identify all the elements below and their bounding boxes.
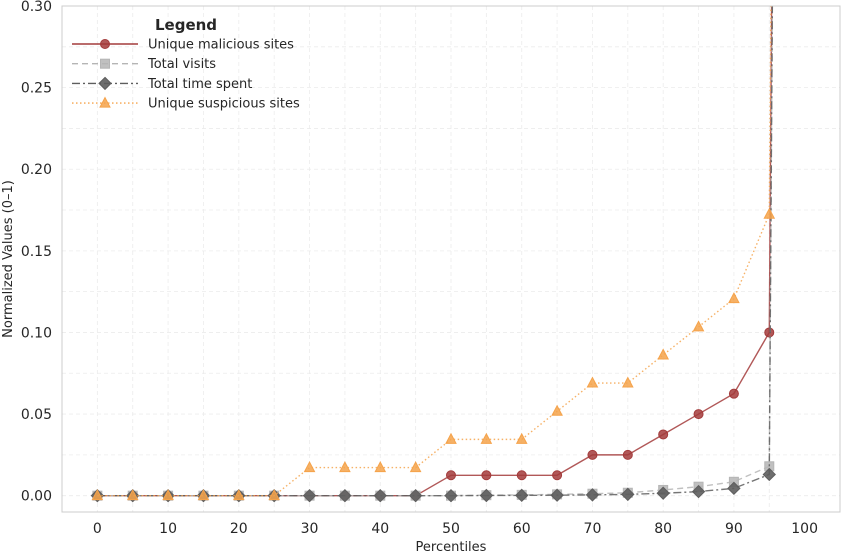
x-tick-label: 40 (371, 521, 389, 537)
series-line (97, 6, 774, 497)
legend-marker (100, 58, 110, 69)
legend-entry: Unique suspicious sites (72, 96, 300, 112)
x-tick-label: 80 (654, 521, 672, 537)
plot-frame (61, 5, 841, 513)
data-point (480, 432, 493, 444)
legend-label: Unique suspicious sites (148, 97, 300, 112)
grid (62, 5, 840, 512)
y-tick-label: 0.30 (21, 0, 52, 15)
data-point (446, 470, 456, 481)
y-tick-label: 0.25 (21, 81, 52, 97)
data-point (622, 449, 633, 460)
legend-entry: Total visits (72, 57, 216, 72)
series-line (97, 6, 773, 497)
data-point (445, 432, 457, 444)
data-point (302, 488, 317, 503)
data-point (409, 461, 422, 473)
data-point (373, 488, 387, 503)
x-tick-label: 30 (301, 521, 319, 537)
legend-marker (100, 39, 110, 49)
x-tick-label: 60 (513, 521, 531, 537)
x-tick-label: 10 (159, 521, 177, 537)
series-layer (90, 6, 776, 503)
data-point (479, 488, 494, 503)
series-1 (92, 6, 775, 501)
data-point (408, 488, 423, 503)
data-point (762, 467, 776, 482)
data-point (691, 484, 706, 499)
data-point (586, 376, 599, 388)
series-0 (92, 6, 775, 501)
x-tick-label: 90 (725, 521, 743, 537)
data-point (126, 489, 139, 501)
data-point (374, 461, 387, 473)
data-point (692, 320, 705, 332)
data-point (728, 388, 739, 399)
data-point (621, 487, 635, 502)
series-line (97, 6, 772, 497)
legend: Legend Unique malicious sites Total visit… (72, 16, 300, 112)
data-point (585, 488, 600, 502)
legend-entry: Unique malicious sites (72, 38, 294, 53)
y-tick-label: 0.10 (21, 325, 52, 341)
data-point (268, 489, 281, 501)
x-axis-ticks: 0 10 20 30 40 50 60 70 80 90 100 (93, 521, 818, 537)
series-line (97, 6, 774, 497)
y-tick-label: 0.20 (21, 162, 52, 178)
x-tick-label: 100 (791, 521, 818, 537)
y-tick-label: 0.15 (21, 244, 52, 260)
data-point (551, 404, 563, 416)
data-point (303, 461, 316, 473)
legend-label: Total time spent (147, 77, 252, 92)
legend-marker (98, 76, 112, 91)
data-point (764, 327, 775, 338)
legend-title: Legend (155, 16, 217, 34)
data-point (232, 489, 245, 501)
data-point (727, 481, 741, 496)
data-point (587, 449, 598, 460)
data-point (516, 470, 527, 481)
data-point (658, 429, 669, 440)
data-point (338, 488, 352, 503)
y-tick-label: 0.05 (21, 407, 52, 423)
data-point (657, 348, 670, 360)
data-point (339, 461, 351, 473)
data-point (621, 376, 634, 388)
data-point (728, 292, 740, 304)
data-point (162, 489, 174, 501)
legend-label: Unique malicious sites (148, 38, 294, 53)
legend-marker (99, 96, 111, 108)
series-3 (91, 6, 776, 501)
x-tick-label: 70 (584, 521, 602, 537)
x-tick-label: 0 (93, 521, 102, 537)
data-point (552, 470, 563, 481)
x-axis-label: Percentiles (416, 540, 487, 554)
data-point (763, 207, 776, 219)
data-point (197, 489, 210, 501)
x-tick-label: 50 (442, 521, 460, 537)
y-axis-ticks: 0.00 0.05 0.10 0.15 0.20 0.25 0.30 (21, 0, 52, 505)
legend-label: Total visits (147, 57, 216, 72)
data-point (91, 489, 104, 501)
data-point (444, 488, 458, 503)
data-point (550, 488, 564, 502)
y-tick-label: 0.00 (21, 489, 52, 505)
data-point (656, 486, 670, 500)
y-axis-label: Normalized Values (0–1) (1, 180, 16, 338)
x-tick-label: 20 (230, 521, 248, 537)
data-point (481, 470, 492, 481)
data-point (693, 409, 704, 420)
legend-entry: Total time spent (72, 76, 252, 92)
data-point (515, 488, 529, 503)
data-point (515, 432, 528, 444)
